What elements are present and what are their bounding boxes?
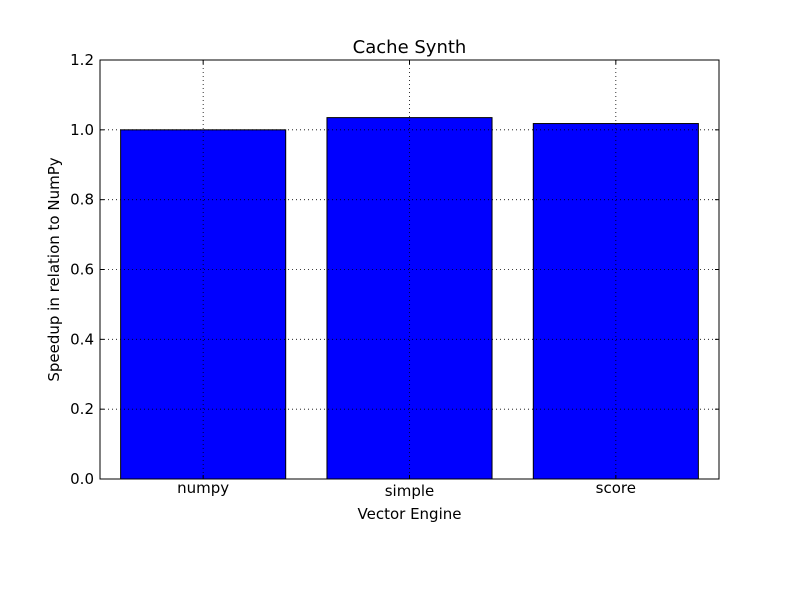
x-tick-label: score [596, 479, 636, 497]
x-tick-label: numpy [177, 479, 229, 497]
x-tick-label: simple [385, 482, 435, 500]
bar-simple [326, 117, 493, 480]
y-tick-label: 0.0 [70, 470, 94, 488]
y-tick-label: 0.6 [70, 261, 94, 279]
chart-title: Cache Synth [353, 37, 467, 58]
y-tick-label: 0.2 [70, 400, 94, 418]
y-axis-ticks: 0.0 0.2 0.4 0.6 0.8 1.0 1.2 [70, 51, 719, 488]
y-tick-label: 1.2 [70, 51, 94, 69]
y-tick-label: 0.4 [70, 330, 94, 348]
y-axis-label: Speedup in relation to NumPy [45, 157, 63, 381]
x-axis-label: Vector Engine [358, 505, 462, 523]
y-tick-label: 0.8 [70, 191, 94, 209]
bar-score [532, 123, 699, 480]
x-axis-ticks: numpy simple score [177, 60, 636, 500]
y-tick-label: 1.0 [70, 121, 94, 139]
